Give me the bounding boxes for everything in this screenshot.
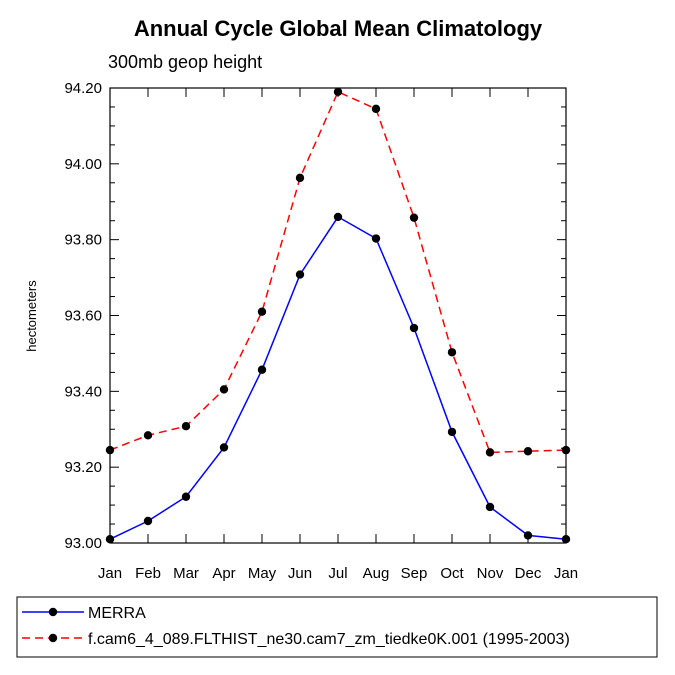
series-point-1 <box>219 385 229 394</box>
series-layer <box>105 87 571 544</box>
series-point-0 <box>181 492 191 501</box>
legend-label-1: f.cam6_4_089.FLTHIST_ne30.cam7_zm_tiedke… <box>88 631 570 648</box>
series-point-0 <box>561 535 571 544</box>
series-point-1 <box>409 213 419 222</box>
series-point-1 <box>181 422 191 431</box>
x-tick-label: Mar <box>173 565 199 582</box>
series-point-0 <box>105 535 115 544</box>
x-tick-label: Dec <box>515 565 542 582</box>
x-tick-label: Oct <box>440 565 464 582</box>
series-point-1 <box>523 447 533 456</box>
x-tick-label: Feb <box>135 565 161 582</box>
series-point-0 <box>143 516 153 526</box>
series-point-0 <box>295 270 305 279</box>
x-tick-label: May <box>248 565 277 582</box>
legend-box <box>16 596 658 658</box>
series-point-0 <box>219 443 229 452</box>
x-tick-label: Sep <box>401 565 428 582</box>
x-tick-label: Jun <box>288 565 312 582</box>
x-tick-label: Nov <box>477 565 504 582</box>
chart-subtitle: 300mb geop height <box>108 52 262 72</box>
series-point-0 <box>485 502 495 512</box>
series-point-0 <box>371 234 381 243</box>
series-point-1 <box>485 448 495 457</box>
legend: MERRA f.cam6_4_089.FLTHIST_ne30.cam7_zm_t… <box>16 596 658 658</box>
y-tick-label: 94.00 <box>64 156 102 173</box>
series-point-1 <box>447 348 457 357</box>
series-line-0 <box>109 215 567 540</box>
plot-frame <box>109 87 567 544</box>
x-tick-label: Apr <box>212 565 235 582</box>
series-point-0 <box>409 323 419 333</box>
series-point-1 <box>333 87 343 96</box>
series-point-1 <box>295 173 305 183</box>
chart-title: Annual Cycle Global Mean Climatology <box>134 16 543 41</box>
series-line-1 <box>109 90 567 454</box>
x-tick-label: Jul <box>328 565 347 582</box>
y-tick-label: 93.60 <box>64 308 102 325</box>
axes: Jan Feb Mar Apr May Jun Jul Aug Sep Oct Nov Dec Jan 9… <box>64 80 578 582</box>
series-point-0 <box>257 365 267 374</box>
y-tick-label: 93.40 <box>64 383 102 400</box>
y-tick-label: 94.20 <box>64 80 102 97</box>
series-point-1 <box>257 307 267 316</box>
legend-marker-1 <box>48 633 58 643</box>
series-point-0 <box>447 427 457 437</box>
x-tick-label: Aug <box>363 565 390 582</box>
series-point-1 <box>371 104 381 114</box>
series-point-1 <box>143 431 153 440</box>
legend-marker-0 <box>48 607 58 617</box>
series-point-0 <box>523 531 533 540</box>
y-tick-label: 93.00 <box>64 535 102 552</box>
x-tick-label: Jan <box>554 565 578 582</box>
y-axis-label: hectometers <box>24 280 39 352</box>
x-tick-label: Jan <box>98 565 122 582</box>
series-point-1 <box>105 445 115 455</box>
y-tick-label: 93.80 <box>64 232 102 249</box>
series-point-1 <box>561 445 571 455</box>
series-point-0 <box>333 212 343 222</box>
legend-label-0: MERRA <box>88 605 146 622</box>
y-tick-label: 93.20 <box>64 459 102 476</box>
